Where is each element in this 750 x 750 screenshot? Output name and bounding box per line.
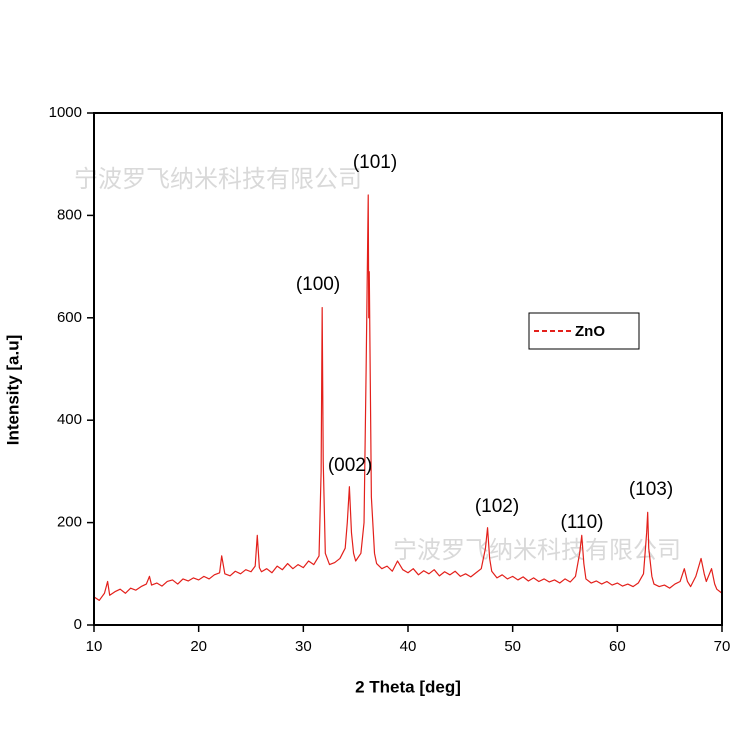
x-axis-title: 2 Theta [deg]	[355, 677, 461, 696]
watermark: 宁波罗飞纳米科技有限公司	[393, 536, 681, 564]
peak-label: (102)	[475, 496, 519, 517]
y-tick-label: 800	[57, 206, 82, 223]
peak-label: (110)	[561, 512, 604, 533]
x-tick-label: 20	[190, 638, 207, 655]
y-tick-label: 0	[74, 616, 82, 633]
legend-box	[528, 312, 640, 350]
legend: ZnO	[528, 312, 640, 350]
watermark: 宁波罗飞纳米科技有限公司	[74, 165, 362, 193]
x-tick-label: 30	[295, 638, 312, 655]
y-tick-label: 1000	[49, 104, 82, 121]
x-tick-label: 10	[86, 638, 103, 655]
x-tick-label: 60	[609, 638, 626, 655]
x-tick-label: 50	[504, 638, 521, 655]
x-tick-label: 40	[400, 638, 417, 655]
peak-label: (101)	[353, 152, 397, 173]
data-line	[93, 194, 723, 602]
peak-label: (002)	[328, 455, 372, 476]
plot-frame	[93, 112, 723, 626]
peak-label: (103)	[629, 479, 673, 500]
peak-label: (100)	[296, 274, 340, 295]
y-axis-title: Intensity [a.u]	[3, 335, 22, 446]
y-tick-label: 200	[57, 514, 82, 531]
legend-label: ZnO	[575, 323, 605, 340]
y-tick-label: 600	[57, 309, 82, 326]
x-tick-label: 70	[714, 638, 731, 655]
y-tick-label: 400	[57, 411, 82, 428]
